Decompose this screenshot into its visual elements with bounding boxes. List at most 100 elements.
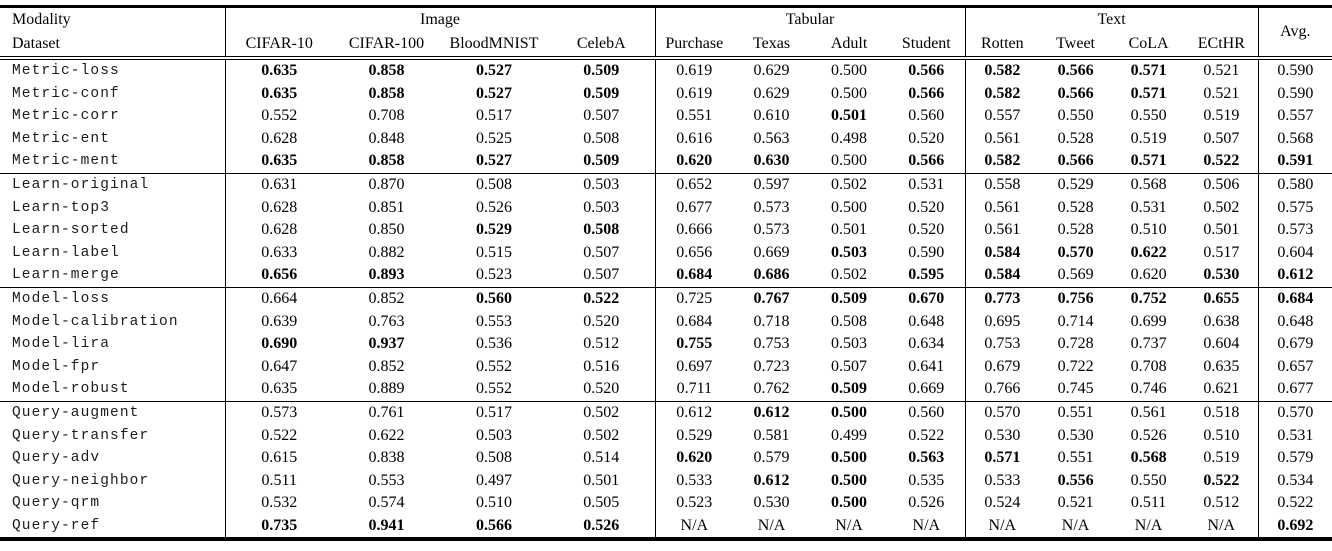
value-cell: 0.630 [753, 152, 790, 170]
row-label: Query-transfer [12, 427, 150, 444]
value-cell: 0.536 [476, 335, 512, 353]
value-cell: 0.510 [1203, 426, 1240, 444]
value-cell: 0.518 [1203, 403, 1240, 421]
table-row-learn-original: Learn-original 0.631 0.870 0.508 0.503 0.652 0… [0, 173, 1332, 197]
value-cell: 0.500 [831, 152, 868, 170]
dataset-header-cola: CoLA [1128, 35, 1169, 52]
value-cell: 0.604 [1203, 335, 1240, 353]
table-row-metric-loss: Metric-loss 0.635 0.858 0.527 0.509 0.619 0.62… [0, 58, 1332, 83]
value-cell: 0.652 [654, 173, 734, 197]
value-cell: 0.508 [583, 221, 620, 239]
value-cell: 0.858 [368, 152, 405, 170]
group-header-text: Text [964, 6, 1259, 32]
value-cell: 0.561 [964, 219, 1040, 242]
row-label: Learn-top3 [12, 199, 111, 216]
value-cell: 0.522 [583, 289, 620, 307]
avg-cell: 0.604 [1257, 241, 1332, 265]
avg-cell: 0.692 [1257, 514, 1332, 540]
value-cell: 0.699 [1130, 312, 1167, 330]
value-cell: 0.523 [654, 492, 734, 515]
value-cell: 0.752 [1130, 289, 1167, 307]
row-label: Learn-label [12, 244, 120, 261]
dataset-header-texas: Texas [753, 35, 791, 52]
value-cell: 0.582 [964, 58, 1040, 83]
value-cell: 0.753 [964, 333, 1040, 356]
row-label: Metric-ment [12, 153, 120, 170]
avg-cell: 0.590 [1257, 58, 1332, 83]
value-cell: 0.634 [908, 335, 945, 353]
value-cell: 0.502 [583, 426, 620, 444]
value-cell: 0.615 [224, 447, 333, 470]
value-cell: 0.669 [753, 243, 790, 261]
value-cell: 0.610 [753, 107, 790, 125]
value-cell: 0.622 [368, 426, 405, 444]
value-cell: 0.850 [368, 221, 405, 239]
value-cell: 0.530 [964, 424, 1040, 448]
value-cell: 0.852 [368, 289, 405, 307]
avg-cell: 0.591 [1257, 150, 1332, 174]
value-cell: 0.561 [964, 196, 1040, 220]
value-cell: 0.527 [476, 84, 512, 102]
avg-cell: 0.648 [1257, 310, 1332, 334]
table-row-model-fpr: Model-fpr 0.647 0.852 0.552 0.516 0.697 0.723 0… [0, 355, 1332, 379]
value-cell: 0.509 [831, 289, 868, 307]
value-cell: 0.511 [224, 469, 333, 493]
value-cell: 0.631 [224, 173, 333, 197]
value-cell: 0.595 [908, 266, 945, 284]
value-cell: 0.882 [368, 243, 405, 261]
value-cell: 0.628 [224, 196, 333, 220]
row-label: Query-augment [12, 404, 140, 421]
value-cell: 0.735 [224, 514, 333, 540]
value-cell: 0.893 [368, 266, 405, 284]
value-cell: 0.505 [583, 494, 620, 512]
row-label: Query-ref [12, 517, 101, 534]
row-label: Metric-conf [12, 85, 120, 102]
row-label: Query-adv [12, 450, 101, 467]
value-cell: 0.502 [831, 175, 868, 193]
row-label: Metric-loss [12, 63, 120, 79]
table-row-metric-ent: Metric-ent 0.628 0.848 0.525 0.508 0.616 0.563… [0, 127, 1332, 151]
value-cell: 0.686 [753, 266, 790, 284]
value-cell: 0.515 [476, 243, 512, 261]
value-cell: 0.512 [583, 335, 620, 353]
value-cell: 0.501 [831, 107, 868, 125]
value-cell: 0.648 [908, 312, 945, 330]
value-cell: 0.619 [654, 82, 734, 106]
value-cell: 0.498 [831, 129, 868, 147]
value-cell: 0.755 [654, 333, 734, 356]
value-cell: 0.753 [753, 335, 790, 353]
table-row-model-robust: Model-robust 0.635 0.889 0.552 0.520 0.711 0.7… [0, 378, 1332, 402]
value-cell: 0.664 [224, 287, 333, 311]
value-cell: 0.501 [1203, 221, 1240, 239]
value-cell: 0.566 [1057, 84, 1094, 102]
dataset-header-bloodmnist: BloodMNIST [449, 35, 539, 52]
value-cell: 0.639 [224, 310, 333, 334]
table-section-query: Query-augment 0.573 0.761 0.517 0.502 0.612 0.… [0, 401, 1332, 540]
value-cell: 0.503 [831, 335, 868, 353]
value-cell: 0.690 [224, 333, 333, 356]
table-row-query-ref: Query-ref 0.735 0.941 0.566 0.526 N/A N/A N/A N/… [0, 514, 1332, 540]
value-cell: 0.517 [476, 403, 512, 421]
value-cell: 0.745 [1057, 380, 1094, 398]
value-cell: 0.528 [1057, 221, 1094, 239]
value-cell: 0.647 [224, 355, 333, 379]
row-label: Model-fpr [12, 358, 101, 375]
value-cell: 0.558 [964, 173, 1040, 197]
value-cell: 0.670 [908, 289, 945, 307]
table-row-query-augment: Query-augment 0.573 0.761 0.517 0.502 0.612 0.… [0, 401, 1332, 425]
dataset-header-purchase: Purchase [654, 32, 734, 58]
value-cell: 0.506 [1203, 175, 1240, 193]
value-cell: 0.612 [654, 401, 734, 425]
value-cell: 0.677 [654, 196, 734, 220]
value-cell: 0.679 [964, 355, 1040, 379]
avg-cell: 0.580 [1257, 173, 1332, 197]
value-cell: 0.502 [583, 403, 620, 421]
header-row-modality: Modality Image Tabular Text Avg. [0, 6, 1332, 58]
avg-cell: 0.612 [1257, 264, 1332, 288]
value-cell: 0.570 [1057, 243, 1094, 261]
value-cell: 0.708 [1130, 357, 1167, 375]
value-cell: 0.519 [1130, 129, 1167, 147]
value-cell: 0.767 [753, 289, 790, 307]
row-label: Learn-original [12, 176, 150, 193]
row-label: Model-loss [12, 290, 111, 307]
